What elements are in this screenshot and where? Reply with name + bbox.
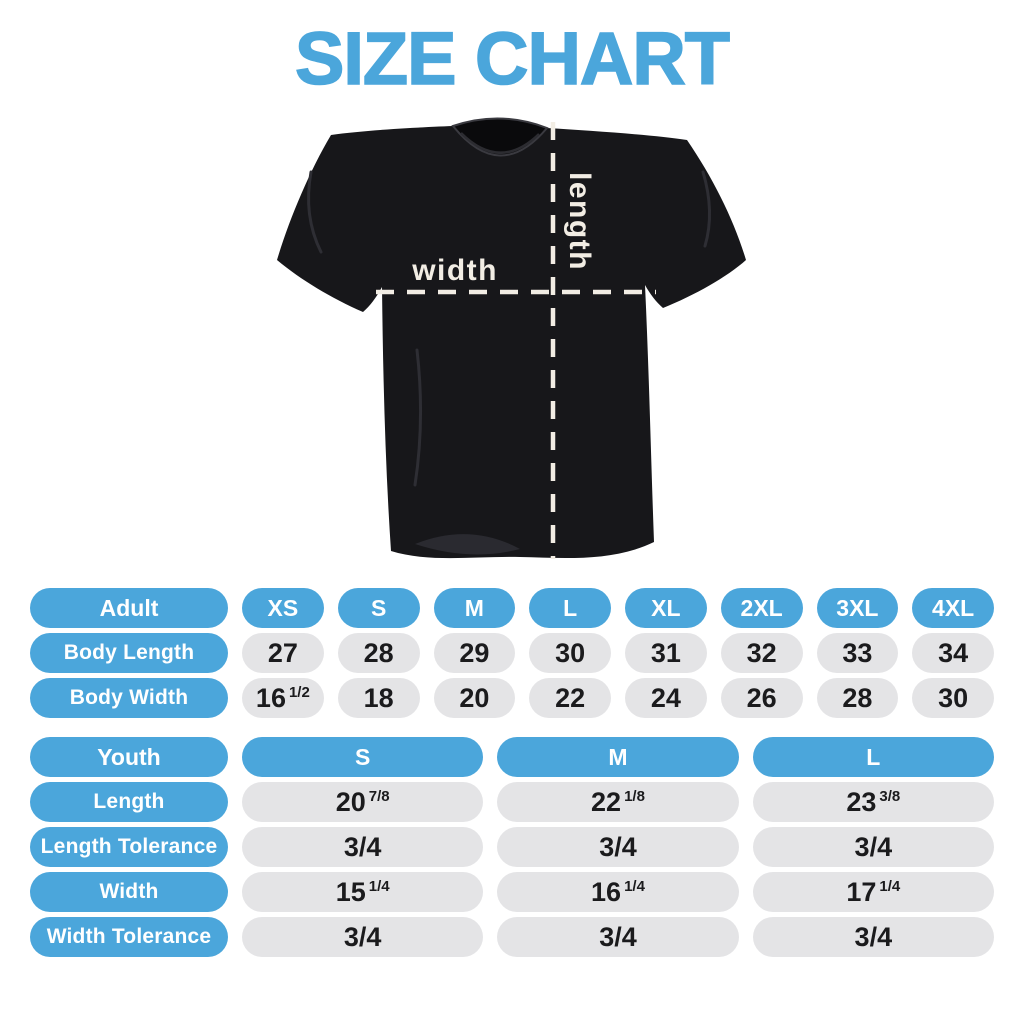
adult-size-3xl: 3XL (816, 588, 899, 628)
value-cell: 28 (816, 678, 899, 718)
value-cell: 16 1/2 (242, 678, 324, 718)
value-frac: 3/8 (879, 787, 901, 805)
value-main: 23 (846, 786, 877, 817)
sleeve-wrinkle-left (307, 170, 323, 254)
value-cell: 3/4 (242, 827, 484, 867)
hem-fold (415, 534, 520, 555)
adult-size-s: S (337, 588, 420, 628)
value-main: 17 (846, 876, 877, 907)
youth-row-label-width: Width (30, 872, 228, 912)
tshirt-collar-seam (460, 132, 540, 154)
youth-header-label: Youth (30, 737, 228, 777)
value-cell: 29 (433, 633, 516, 673)
value-cell: 22 (529, 678, 611, 718)
value-main: 22 (555, 682, 586, 713)
value-main: 18 (363, 682, 394, 713)
value-cell: 17 1/4 (752, 872, 994, 912)
value-frac: 7/8 (368, 787, 390, 805)
value-main: 31 (650, 637, 681, 668)
value-cell: 31 (625, 633, 707, 673)
value-cell: 26 (720, 678, 803, 718)
youth-row-label-width-tolerance: Width Tolerance (30, 917, 228, 957)
value-main: 3/4 (854, 921, 893, 952)
value-main: 20 (459, 682, 490, 713)
youth-size-table: Youth S M L Length 20 7/8 22 1/8 23 3/8 Len… (30, 737, 994, 957)
value-cell: 3/4 (752, 917, 994, 957)
youth-row-label-length: Length (30, 782, 228, 822)
value-main: 28 (363, 637, 394, 668)
value-cell: 30 (912, 678, 994, 718)
width-label: width (411, 254, 498, 287)
adult-size-xl: XL (625, 588, 707, 628)
value-main: 32 (746, 637, 777, 668)
value-cell: 32 (720, 633, 803, 673)
value-frac: 1/4 (368, 877, 390, 895)
value-main: 3/4 (599, 921, 637, 952)
value-cell: 33 (816, 633, 899, 673)
value-main: 16 (255, 682, 286, 713)
value-main: 15 (335, 876, 366, 907)
value-frac: 1/4 (624, 877, 645, 895)
value-main: 29 (459, 637, 490, 668)
value-main: 26 (746, 682, 777, 713)
youth-row-label-length-tolerance: Length Tolerance (30, 827, 228, 867)
adult-row-label-body-width: Body Width (30, 678, 228, 718)
value-main: 20 (335, 786, 366, 817)
youth-size-s: S (242, 737, 484, 777)
value-cell: 20 (433, 678, 516, 718)
value-main: 33 (842, 637, 873, 668)
value-main: 34 (938, 637, 969, 668)
value-main: 30 (555, 637, 586, 668)
value-cell: 34 (912, 633, 994, 673)
chest-wrinkle (413, 348, 423, 487)
value-cell: 23 3/8 (752, 782, 994, 822)
value-main: 24 (650, 682, 681, 713)
sleeve-wrinkle-right (701, 170, 712, 248)
value-cell: 30 (529, 633, 611, 673)
value-cell: 28 (337, 633, 420, 673)
value-main: 3/4 (343, 831, 382, 862)
value-cell: 3/4 (752, 827, 994, 867)
value-main: 16 (591, 876, 622, 907)
value-cell: 16 1/4 (497, 872, 739, 912)
value-main: 27 (267, 637, 298, 668)
value-main: 22 (591, 786, 622, 817)
youth-size-m: M (497, 737, 739, 777)
value-cell: 3/4 (497, 917, 739, 957)
adult-size-4xl: 4XL (912, 588, 994, 628)
value-main: 28 (842, 682, 873, 713)
value-frac: 1/2 (288, 683, 310, 701)
adult-size-xs: XS (242, 588, 324, 628)
value-frac: 1/4 (879, 877, 901, 895)
value-frac: 1/8 (624, 787, 645, 805)
value-main: 3/4 (854, 831, 893, 862)
value-cell: 18 (337, 678, 420, 718)
adult-size-table: Adult XS S M L XL 2XL 3XL 4XL Body Lengt… (30, 588, 994, 718)
adult-size-l: L (529, 588, 611, 628)
value-cell: 22 1/8 (497, 782, 739, 822)
length-label: length (563, 172, 596, 271)
youth-size-l: L (752, 737, 994, 777)
adult-header-label: Adult (30, 588, 228, 628)
page-title: SIZE CHART (294, 16, 731, 101)
value-main: 30 (938, 682, 969, 713)
value-main: 3/4 (343, 921, 382, 952)
adult-row-label-body-length: Body Length (30, 633, 228, 673)
value-cell: 27 (242, 633, 324, 673)
value-cell: 3/4 (242, 917, 484, 957)
value-cell: 20 7/8 (242, 782, 484, 822)
value-cell: 24 (625, 678, 707, 718)
value-main: 3/4 (599, 831, 637, 862)
value-cell: 15 1/4 (242, 872, 484, 912)
tshirt-diagram: width length (265, 110, 755, 578)
tshirt-silhouette (277, 118, 746, 559)
adult-size-m: M (433, 588, 516, 628)
value-cell: 3/4 (497, 827, 739, 867)
adult-size-2xl: 2XL (720, 588, 803, 628)
tshirt-graphic: width length (277, 117, 746, 559)
